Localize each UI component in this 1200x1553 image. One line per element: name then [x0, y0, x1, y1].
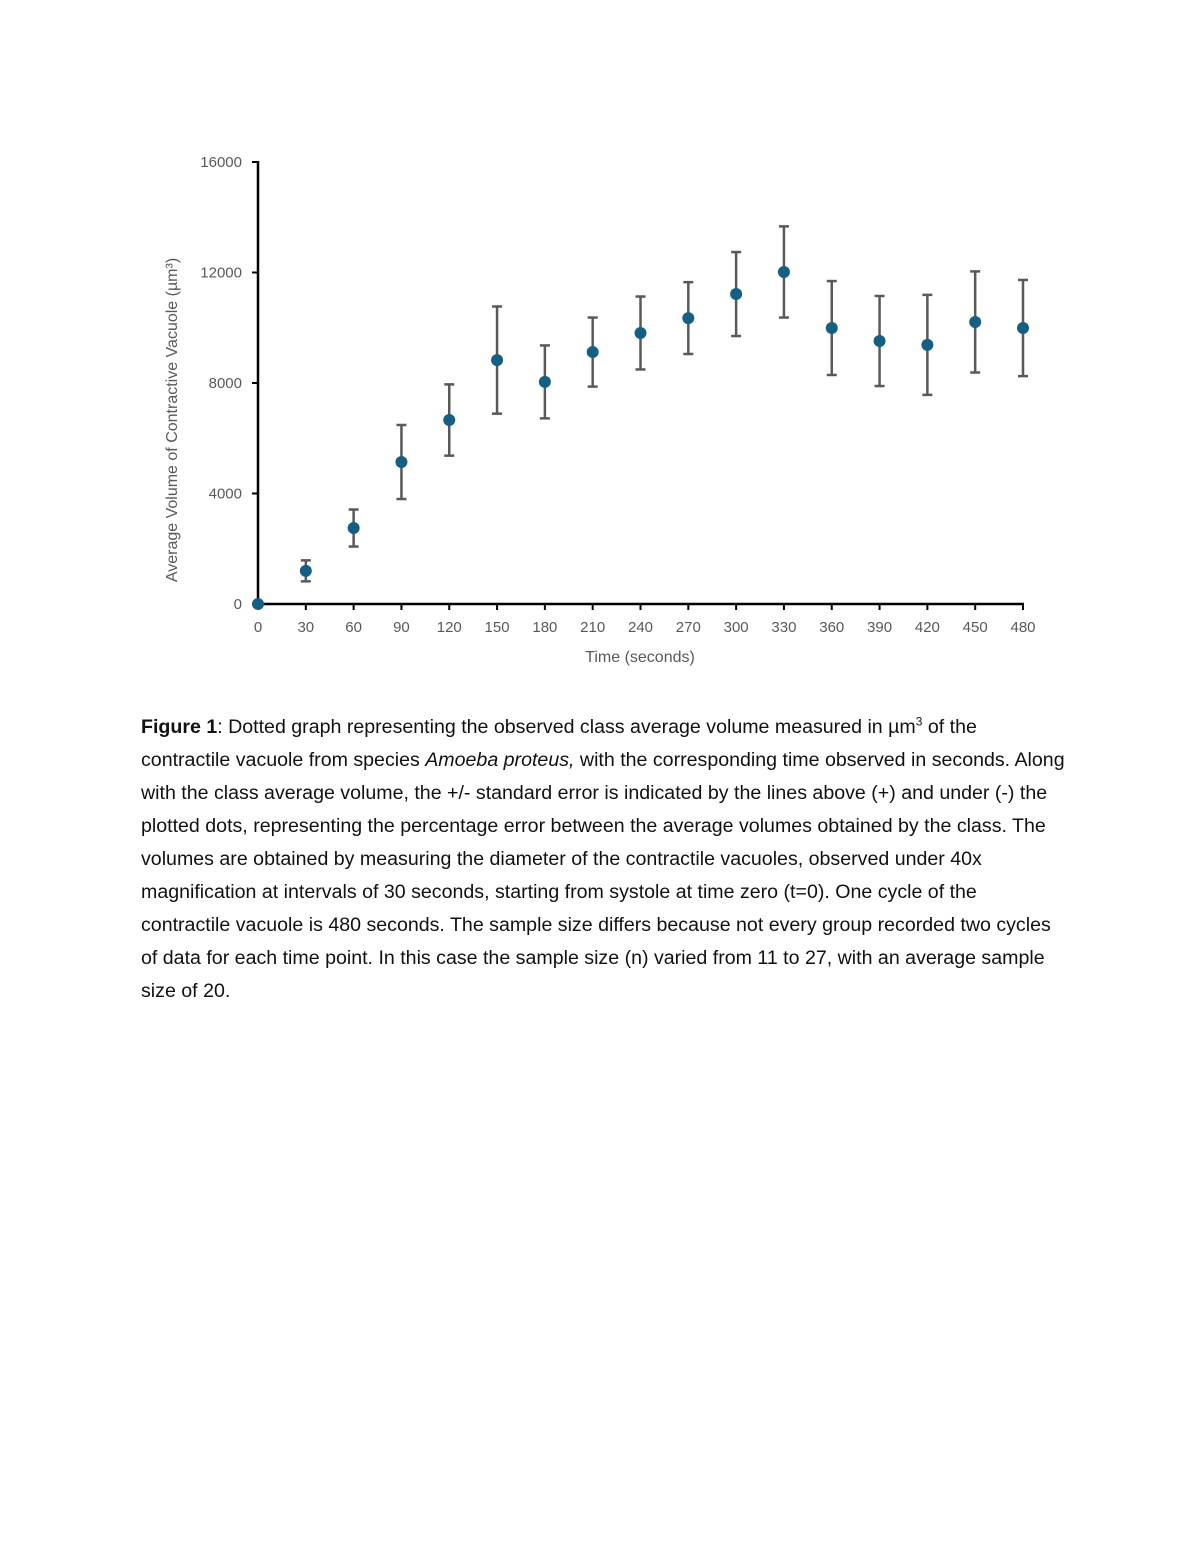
figure-caption: Figure 1: Dotted graph representing the …	[141, 711, 1071, 1008]
caption-text-1: : Dotted graph representing the observed…	[217, 716, 916, 738]
x-tick-label: 150	[485, 619, 510, 636]
y-axis-title: Average Volume of Contractive Vacuole (µ…	[164, 258, 181, 582]
x-tick-label: 450	[963, 619, 988, 636]
x-tick-label: 480	[1010, 619, 1035, 636]
x-tick-label: 300	[724, 619, 749, 636]
y-tick-label: 4000	[209, 486, 242, 503]
caption-text-3: with the corresponding time observed in …	[141, 749, 1065, 1002]
x-tick-label: 270	[676, 619, 701, 636]
data-point	[586, 346, 599, 359]
scatter-chart: 0 4000 8000 12000 16000 0 30 60 90 120 150 180 210 2…	[164, 154, 1036, 666]
y-tick-label: 8000	[209, 375, 242, 392]
x-tick-label: 120	[437, 619, 462, 636]
data-point	[538, 375, 551, 388]
data-point	[347, 522, 360, 535]
y-tick-label: 16000	[200, 154, 242, 171]
data-point	[682, 312, 695, 325]
x-tick-label: 360	[819, 619, 844, 636]
data-point	[1017, 322, 1029, 335]
y-tick-label: 0	[234, 596, 242, 613]
x-tick-label: 210	[580, 619, 605, 636]
x-tick-label: 180	[532, 619, 557, 636]
y-tick-label: 12000	[200, 265, 242, 282]
x-tick-label: 240	[628, 619, 653, 636]
data-point	[730, 288, 743, 301]
x-tick-label: 330	[771, 619, 796, 636]
error-bars	[300, 225, 1028, 583]
caption-superscript: 3	[915, 714, 923, 729]
data-point	[443, 414, 456, 427]
data-points	[252, 265, 1029, 610]
data-point	[777, 265, 790, 278]
data-point	[634, 326, 647, 339]
x-tick-label: 30	[297, 619, 314, 636]
x-tick-label: 60	[345, 619, 362, 636]
data-point	[395, 456, 408, 469]
caption-species: Amoeba proteus,	[425, 749, 575, 771]
data-point	[873, 335, 886, 348]
x-axis-ticks: 0 30 60 90 120 150 180 210 240 270 300 330 360 390 420…	[254, 604, 1036, 636]
data-point	[491, 354, 504, 367]
caption-label: Figure 1	[141, 716, 218, 738]
data-point	[825, 322, 838, 335]
data-point	[969, 315, 982, 328]
data-point	[252, 598, 264, 610]
x-tick-label: 90	[393, 619, 410, 636]
caption-text-2: of the contractile vacuole from species	[141, 716, 977, 771]
x-tick-label: 0	[254, 619, 262, 636]
x-axis-title: Time (seconds)	[585, 649, 695, 666]
y-axis-ticks: 0 4000 8000 12000 16000	[200, 154, 258, 613]
x-tick-label: 390	[867, 619, 892, 636]
data-point	[299, 564, 312, 577]
data-point	[921, 338, 934, 351]
x-tick-label: 420	[915, 619, 940, 636]
